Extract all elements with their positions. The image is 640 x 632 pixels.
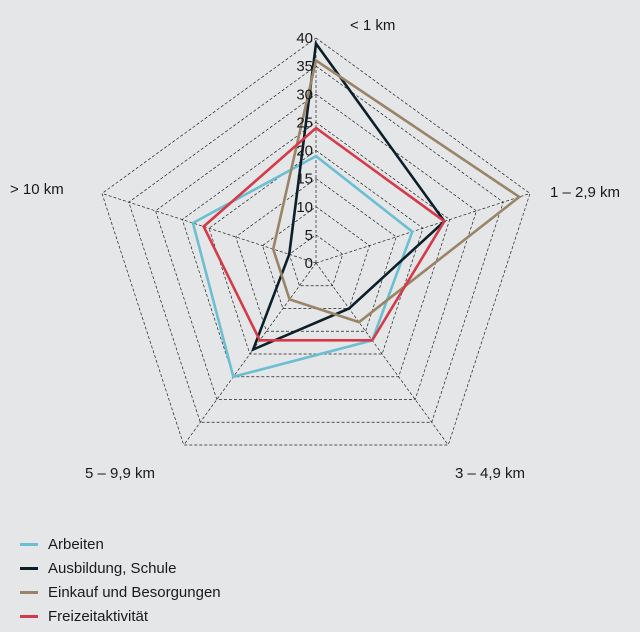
series-line-0 <box>191 154 414 379</box>
grid-ring <box>101 37 531 446</box>
grid-ring <box>128 65 504 423</box>
grid-spoke <box>101 193 317 264</box>
legend-label: Freizeitaktivität <box>48 607 149 625</box>
axis-label-2: 3 – 4,9 km <box>455 465 525 482</box>
series-line-3 <box>202 126 447 342</box>
legend-swatch <box>20 590 38 594</box>
series-line-2 <box>271 58 522 324</box>
axis-label-3: 5 – 9,9 km <box>85 465 155 482</box>
legend-swatch <box>20 614 38 618</box>
legend-label: Ausbildung, Schule <box>48 559 177 577</box>
legend: Arbeiten Ausbildung, Schule Einkauf und Be… <box>20 532 221 628</box>
legend-item: Arbeiten <box>20 532 221 556</box>
series-line-1 <box>250 40 447 352</box>
tick-label: 10 <box>296 199 313 216</box>
tick-label: 40 <box>296 30 313 47</box>
radar-grid <box>101 37 531 446</box>
axis-label-4: > 10 km <box>10 181 64 198</box>
axis-label-0: < 1 km <box>350 17 395 34</box>
radial-tick-labels: 0 5 10 15 20 25 30 35 40 <box>296 30 313 272</box>
tick-label: 0 <box>305 255 313 272</box>
tick-label: 20 <box>296 143 313 160</box>
tick-label: 30 <box>296 86 313 103</box>
grid-ring <box>288 234 344 287</box>
legend-item: Freizeitaktivität <box>20 604 221 628</box>
grid-spoke <box>315 262 449 446</box>
legend-item: Ausbildung, Schule <box>20 556 221 580</box>
grid-ring <box>155 93 477 400</box>
legend-item: Einkauf und Besorgungen <box>20 580 221 604</box>
legend-label: Einkauf und Besorgungen <box>48 583 221 601</box>
legend-swatch <box>20 566 38 570</box>
legend-swatch <box>20 542 38 546</box>
axis-label-1: 1 – 2,9 km <box>550 184 620 201</box>
radar-series <box>191 40 522 379</box>
grid-spoke <box>183 262 317 446</box>
tick-label: 15 <box>296 171 313 188</box>
grid-ring <box>181 121 451 378</box>
grid-spoke <box>315 193 531 264</box>
legend-label: Arbeiten <box>48 535 104 553</box>
tick-label: 25 <box>296 114 313 131</box>
tick-label: 35 <box>296 58 313 75</box>
grid-ring <box>235 178 397 332</box>
tick-label: 5 <box>305 227 313 244</box>
axis-labels: < 1 km 1 – 2,9 km 3 – 4,9 km 5 – 9,9 km > 10… <box>10 17 620 482</box>
